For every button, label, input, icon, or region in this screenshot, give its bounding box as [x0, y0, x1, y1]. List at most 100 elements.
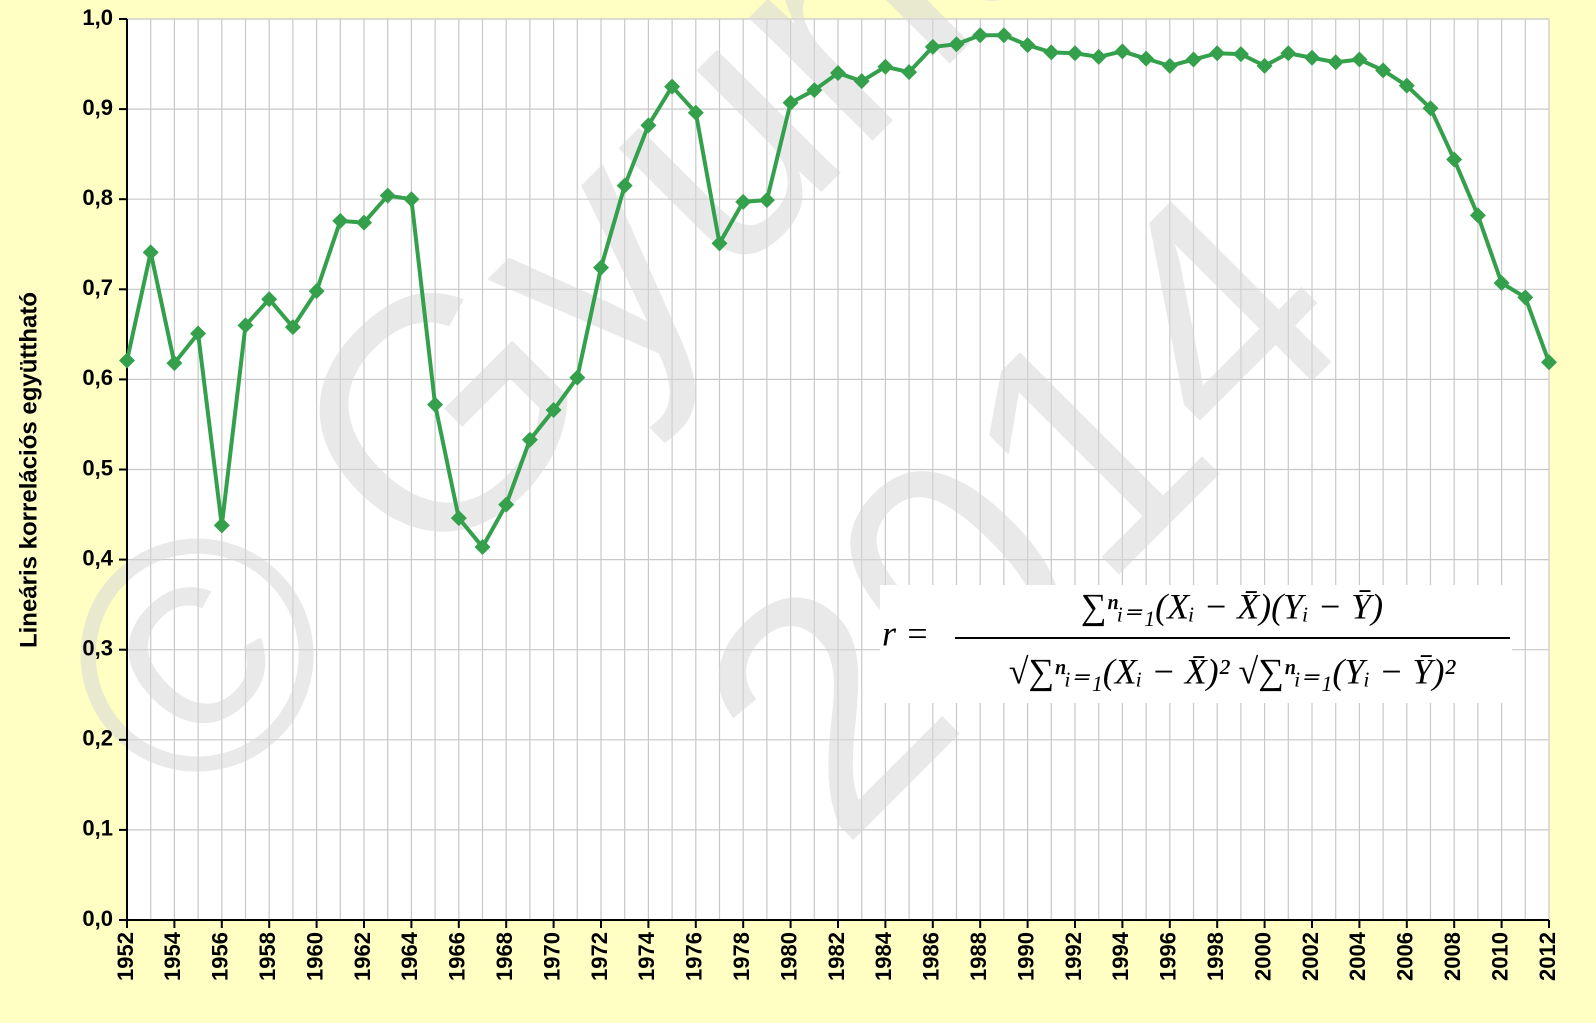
y-tick-label: 0,7 [82, 275, 113, 300]
marker [1067, 45, 1083, 62]
marker [782, 94, 799, 111]
marker [758, 192, 775, 209]
y-tick-label: 1,0 [82, 5, 113, 30]
grid [126, 18, 1550, 921]
x-tick-label: 1974 [634, 931, 659, 981]
x-tick-label: 1978 [729, 932, 754, 981]
marker [1304, 49, 1320, 66]
marker [901, 64, 918, 81]
y-tick-label: 0,6 [82, 365, 113, 390]
x-tick-label: 2008 [1440, 932, 1465, 981]
x-tick-label: 2010 [1487, 932, 1512, 981]
marker [687, 104, 704, 121]
marker [1517, 289, 1534, 306]
marker [237, 317, 254, 334]
marker [948, 36, 965, 53]
x-tick-label: 1966 [445, 932, 470, 981]
marker [166, 355, 183, 372]
x-tick-label: 1980 [776, 932, 801, 981]
marker [830, 65, 846, 82]
marker [521, 431, 538, 448]
x-tick-label: 2002 [1298, 932, 1323, 981]
x-tick-label: 1954 [160, 931, 185, 981]
marker [403, 191, 420, 208]
x-tick-label: 1962 [350, 932, 375, 981]
marker [190, 325, 207, 342]
x-tick-label: 1994 [1108, 931, 1133, 981]
marker [450, 510, 467, 527]
formula-denominator: √∑ⁿᵢ₌₁(Xᵢ − X̄)² √∑ⁿᵢ₌₁(Yᵢ − Ȳ)² [1009, 651, 1457, 691]
marker [640, 117, 657, 134]
marker [498, 496, 515, 513]
marker [593, 259, 609, 276]
x-tick-label: 1960 [302, 932, 327, 981]
marker [119, 352, 135, 369]
marker [213, 517, 230, 534]
y-tick-label: 0,4 [82, 545, 113, 570]
marker [924, 38, 941, 55]
x-tick-label: 1990 [1013, 932, 1038, 981]
marker [711, 235, 728, 252]
marker [806, 82, 823, 99]
marker [1398, 77, 1415, 94]
marker [1138, 50, 1155, 67]
marker [1161, 57, 1178, 74]
x-tick-label: 1970 [539, 932, 564, 981]
x-tick-label: 1964 [397, 931, 422, 981]
x-tick-label: 1968 [492, 932, 517, 981]
y-tick-label: 0,8 [82, 185, 113, 210]
marker [735, 193, 752, 210]
marker [1327, 54, 1344, 71]
marker [877, 58, 894, 75]
marker [379, 187, 396, 204]
marker [1469, 207, 1486, 224]
x-tick-label: 1976 [682, 932, 707, 981]
marker [1043, 44, 1060, 61]
y-tick-label: 0,5 [82, 455, 113, 480]
marker [545, 402, 562, 419]
marker [474, 538, 491, 555]
marker [356, 214, 372, 231]
marker [616, 177, 633, 194]
x-tick-label: 1996 [1156, 932, 1181, 981]
marker [664, 78, 681, 95]
x-tick-label: 1982 [824, 932, 849, 981]
x-tick-label: 2000 [1250, 932, 1275, 981]
marker [1422, 100, 1439, 117]
x-tick-label: 2006 [1393, 932, 1418, 981]
marker [332, 212, 349, 229]
marker [1375, 62, 1392, 79]
marker [1256, 57, 1273, 74]
x-tick-label: 1988 [966, 932, 991, 981]
formula-lhs: r = [882, 613, 929, 653]
marker [308, 283, 325, 300]
marker [1541, 354, 1557, 371]
marker [1019, 37, 1036, 54]
marker [1280, 45, 1297, 62]
y-axis-label: Lineáris korrelációs együttható [15, 292, 42, 648]
x-tick-label: 1998 [1203, 932, 1228, 981]
x-tick-label: 1984 [871, 931, 896, 981]
y-tick-label: 0,2 [82, 726, 113, 751]
marker [1232, 46, 1249, 63]
x-tick-label: 1986 [919, 932, 944, 981]
marker [1493, 274, 1510, 291]
marker [569, 369, 586, 386]
marker [261, 291, 278, 308]
x-tick-label: 2012 [1535, 932, 1560, 981]
marker [1351, 51, 1368, 68]
plot: 0,0 0,1 0,2 0,3 0,4 0,5 0,6 0,7 0,8 0,9 1,0 1952 195… [82, 5, 1559, 981]
marker [853, 73, 870, 90]
x-tick-label: 1958 [255, 932, 280, 981]
formula-box [880, 585, 1512, 703]
formula: r = ∑ⁿᵢ₌₁(Xᵢ − X̄)(Yᵢ − Ȳ) √∑ⁿᵢ₌₁(Xᵢ − X… [880, 585, 1512, 703]
x-tick-label: 1956 [208, 932, 233, 981]
marker [1185, 51, 1202, 68]
marker [995, 27, 1012, 44]
y-tick-label: 0,0 [82, 906, 113, 931]
x-tick-label: 2004 [1345, 931, 1370, 981]
marker [1446, 151, 1463, 168]
marker [1114, 43, 1131, 60]
y-tick-label: 0,9 [82, 95, 113, 120]
